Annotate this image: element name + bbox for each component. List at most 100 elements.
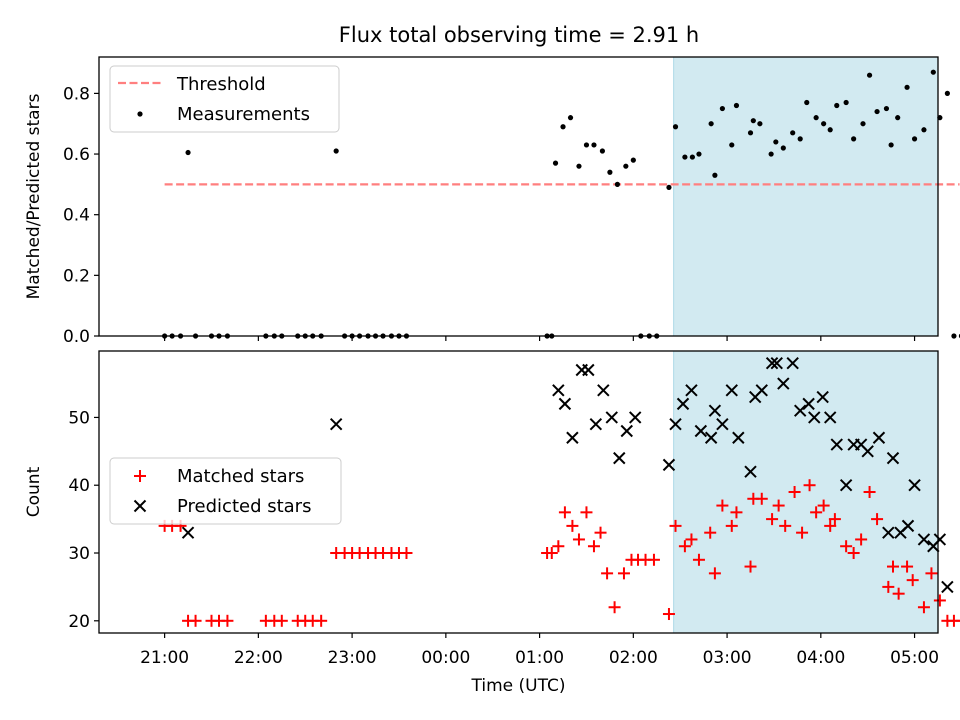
measurement-point: [682, 154, 688, 160]
predicted-stars-point: [582, 363, 595, 377]
predicted-stars-point: [613, 451, 626, 465]
x-tick-label: 23:00: [328, 648, 377, 668]
matched-stars-point: [847, 547, 860, 560]
measurement-point: [729, 142, 735, 148]
legend-measurements-swatch: [137, 111, 143, 117]
matched-stars-point: [708, 567, 721, 580]
predicted-stars-point: [886, 451, 900, 465]
bottom-axes-frame: [98, 350, 939, 634]
measurement-point: [874, 108, 880, 115]
predicted-stars-point: [605, 411, 618, 424]
top-y-axis: 0.0 0.2 0.4 0.6 0.8: [63, 84, 99, 347]
measurement-point: [747, 130, 754, 136]
x-tick-label: 05:00: [890, 648, 939, 668]
bottom-y-axis: 20 30 40 50: [68, 408, 99, 632]
predicted-stars-point: [685, 384, 698, 397]
matched-stars-point: [221, 614, 234, 627]
predicted-stars-point: [872, 431, 886, 444]
predicted-stars-point: [629, 411, 642, 424]
measurement-point: [860, 121, 866, 127]
y-tick-label: 0.8: [63, 84, 90, 104]
matched-stars-point: [855, 533, 868, 546]
matched-stars-point: [744, 560, 757, 573]
predicted-stars-point: [830, 438, 843, 451]
measurement-point: [930, 69, 936, 75]
matched-stars-point: [933, 594, 946, 607]
predicted-stars-point: [708, 404, 722, 417]
measurement-point: [834, 102, 840, 109]
x-tick-label: 22:00: [234, 648, 283, 668]
matched-stars-point: [692, 553, 705, 566]
measurement-point: [614, 181, 620, 187]
measurement-point: [591, 142, 597, 148]
predicted-stars-point: [669, 418, 682, 431]
matched-stars-point: [601, 567, 614, 580]
predicted-stars-point: [908, 479, 921, 492]
matched-stars-point: [685, 533, 698, 546]
measurement-point: [827, 127, 833, 133]
matched-stars-point: [669, 519, 682, 532]
matched-stars-point: [788, 486, 801, 498]
x-tick-label: 01:00: [515, 648, 564, 668]
matched-stars-point: [566, 519, 579, 532]
measurement-point: [895, 115, 901, 121]
matched-stars-point: [189, 614, 202, 627]
measurement-point: [888, 142, 894, 148]
legend-threshold-label: Threshold: [176, 74, 266, 95]
predicted-stars-point: [620, 424, 633, 438]
matched-stars-point: [716, 499, 729, 512]
y-tick-label: 50: [68, 408, 90, 428]
measurement-point: [883, 105, 890, 112]
predicted-stars-point: [901, 519, 915, 533]
measurement-point: [951, 333, 957, 339]
predicted-stars-point: [777, 377, 790, 390]
predicted-stars-point: [802, 397, 815, 411]
matched-stars-point: [871, 513, 884, 526]
predicted-stars-point: [181, 526, 195, 539]
matched-stars-point: [400, 547, 413, 560]
matched-stars-point: [824, 519, 837, 532]
matched-stars-point: [796, 526, 809, 539]
matched-stars-point: [725, 519, 738, 532]
matched-stars-point: [558, 506, 571, 519]
matched-stars-point: [678, 540, 691, 553]
bottom-panel: 20 30 40 50 21:00 22:00 23:00 00:00 01:00 02:00 0…: [24, 350, 960, 696]
predicted-stars-point: [662, 458, 676, 472]
measurement-point: [607, 169, 613, 175]
matched-stars-point: [906, 574, 919, 587]
predicted-stars-point: [882, 526, 895, 539]
measurement-point: [866, 72, 873, 78]
measurement-point: [666, 184, 672, 191]
predicted-stars-point: [566, 431, 579, 444]
y-tick-label: 30: [68, 544, 90, 564]
measurement-point: [757, 121, 763, 127]
measurement-point: [780, 145, 786, 151]
predicted-stars-point: [917, 533, 931, 546]
matched-stars-point: [772, 499, 785, 512]
predicted-stars-point: [770, 356, 783, 370]
measurement-point: [790, 130, 796, 136]
measurement-point: [576, 163, 582, 169]
legend-predicted-swatch: [133, 499, 147, 513]
measurement-point: [904, 84, 910, 90]
matched-stars-point: [608, 601, 621, 614]
legend-measurements-label: Measurements: [177, 104, 310, 125]
predicted-stars-point: [941, 580, 954, 594]
top-y-axis-label: Matched/Predicted stars: [24, 93, 44, 299]
legend-x-marker: [133, 499, 147, 513]
predicted-stars-point: [861, 445, 874, 458]
measurement-point: [911, 136, 918, 142]
predicted-stars-point: [793, 404, 807, 417]
measurement-point: [712, 172, 718, 178]
measurement-point: [599, 148, 606, 154]
measurement-point: [552, 160, 559, 166]
measurement-point: [944, 90, 950, 96]
predicted-stars-point: [329, 418, 343, 431]
measurement-point: [821, 121, 827, 127]
x-tick-label: 02:00: [609, 648, 658, 668]
matched-stars-point: [892, 587, 905, 600]
legend-matched-swatch: [134, 470, 146, 482]
matched-stars-point: [572, 533, 585, 546]
top-axes-frame: [98, 56, 939, 337]
